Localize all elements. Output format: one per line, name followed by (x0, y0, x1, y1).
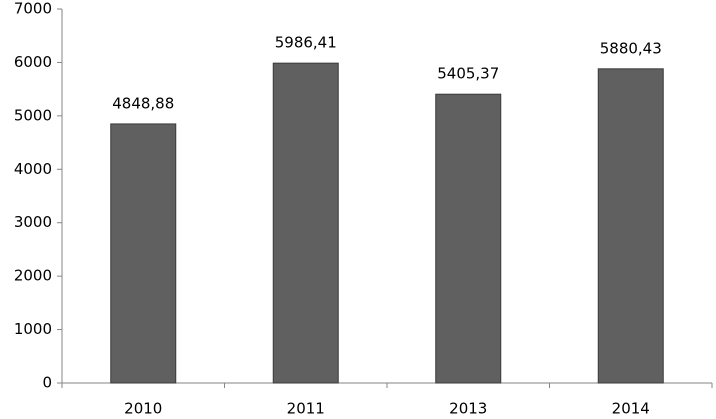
value-label: 5986,41 (275, 34, 337, 52)
value-label: 4848,88 (112, 94, 174, 112)
x-tick-label: 2014 (612, 400, 650, 418)
y-tick-label: 6000 (14, 53, 52, 71)
value-label: 5405,37 (437, 65, 499, 83)
x-tick-label: 2013 (449, 400, 487, 418)
y-tick-label: 2000 (14, 267, 52, 285)
value-label: 5880,43 (600, 39, 662, 57)
y-tick-label: 1000 (14, 320, 52, 338)
bar (435, 93, 502, 384)
y-tick-label: 5000 (14, 106, 52, 124)
bar (272, 62, 339, 384)
y-tick-label: 7000 (14, 0, 52, 18)
x-tick-label: 2010 (124, 400, 162, 418)
bar (110, 123, 177, 384)
y-tick-label: 3000 (14, 213, 52, 231)
x-tick-label: 2011 (287, 400, 325, 418)
bar (597, 68, 664, 384)
y-tick-label: 0 (42, 374, 52, 392)
y-tick-label: 4000 (14, 160, 52, 178)
